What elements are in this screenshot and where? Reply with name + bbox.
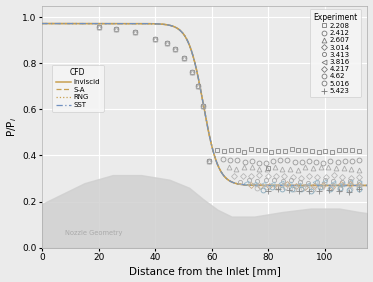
- Legend: 2.208, 2.412, 2.607, 3.014, 3.413, 3.816, 4.217, 4.62, 5.016, 5.423: 2.208, 2.412, 2.607, 3.014, 3.413, 3.816…: [310, 9, 361, 98]
- Y-axis label: P/P$_i$: P/P$_i$: [6, 116, 19, 137]
- Text: Nozzle Geometry: Nozzle Geometry: [65, 230, 122, 236]
- X-axis label: Distance from the Inlet [mm]: Distance from the Inlet [mm]: [129, 266, 281, 276]
